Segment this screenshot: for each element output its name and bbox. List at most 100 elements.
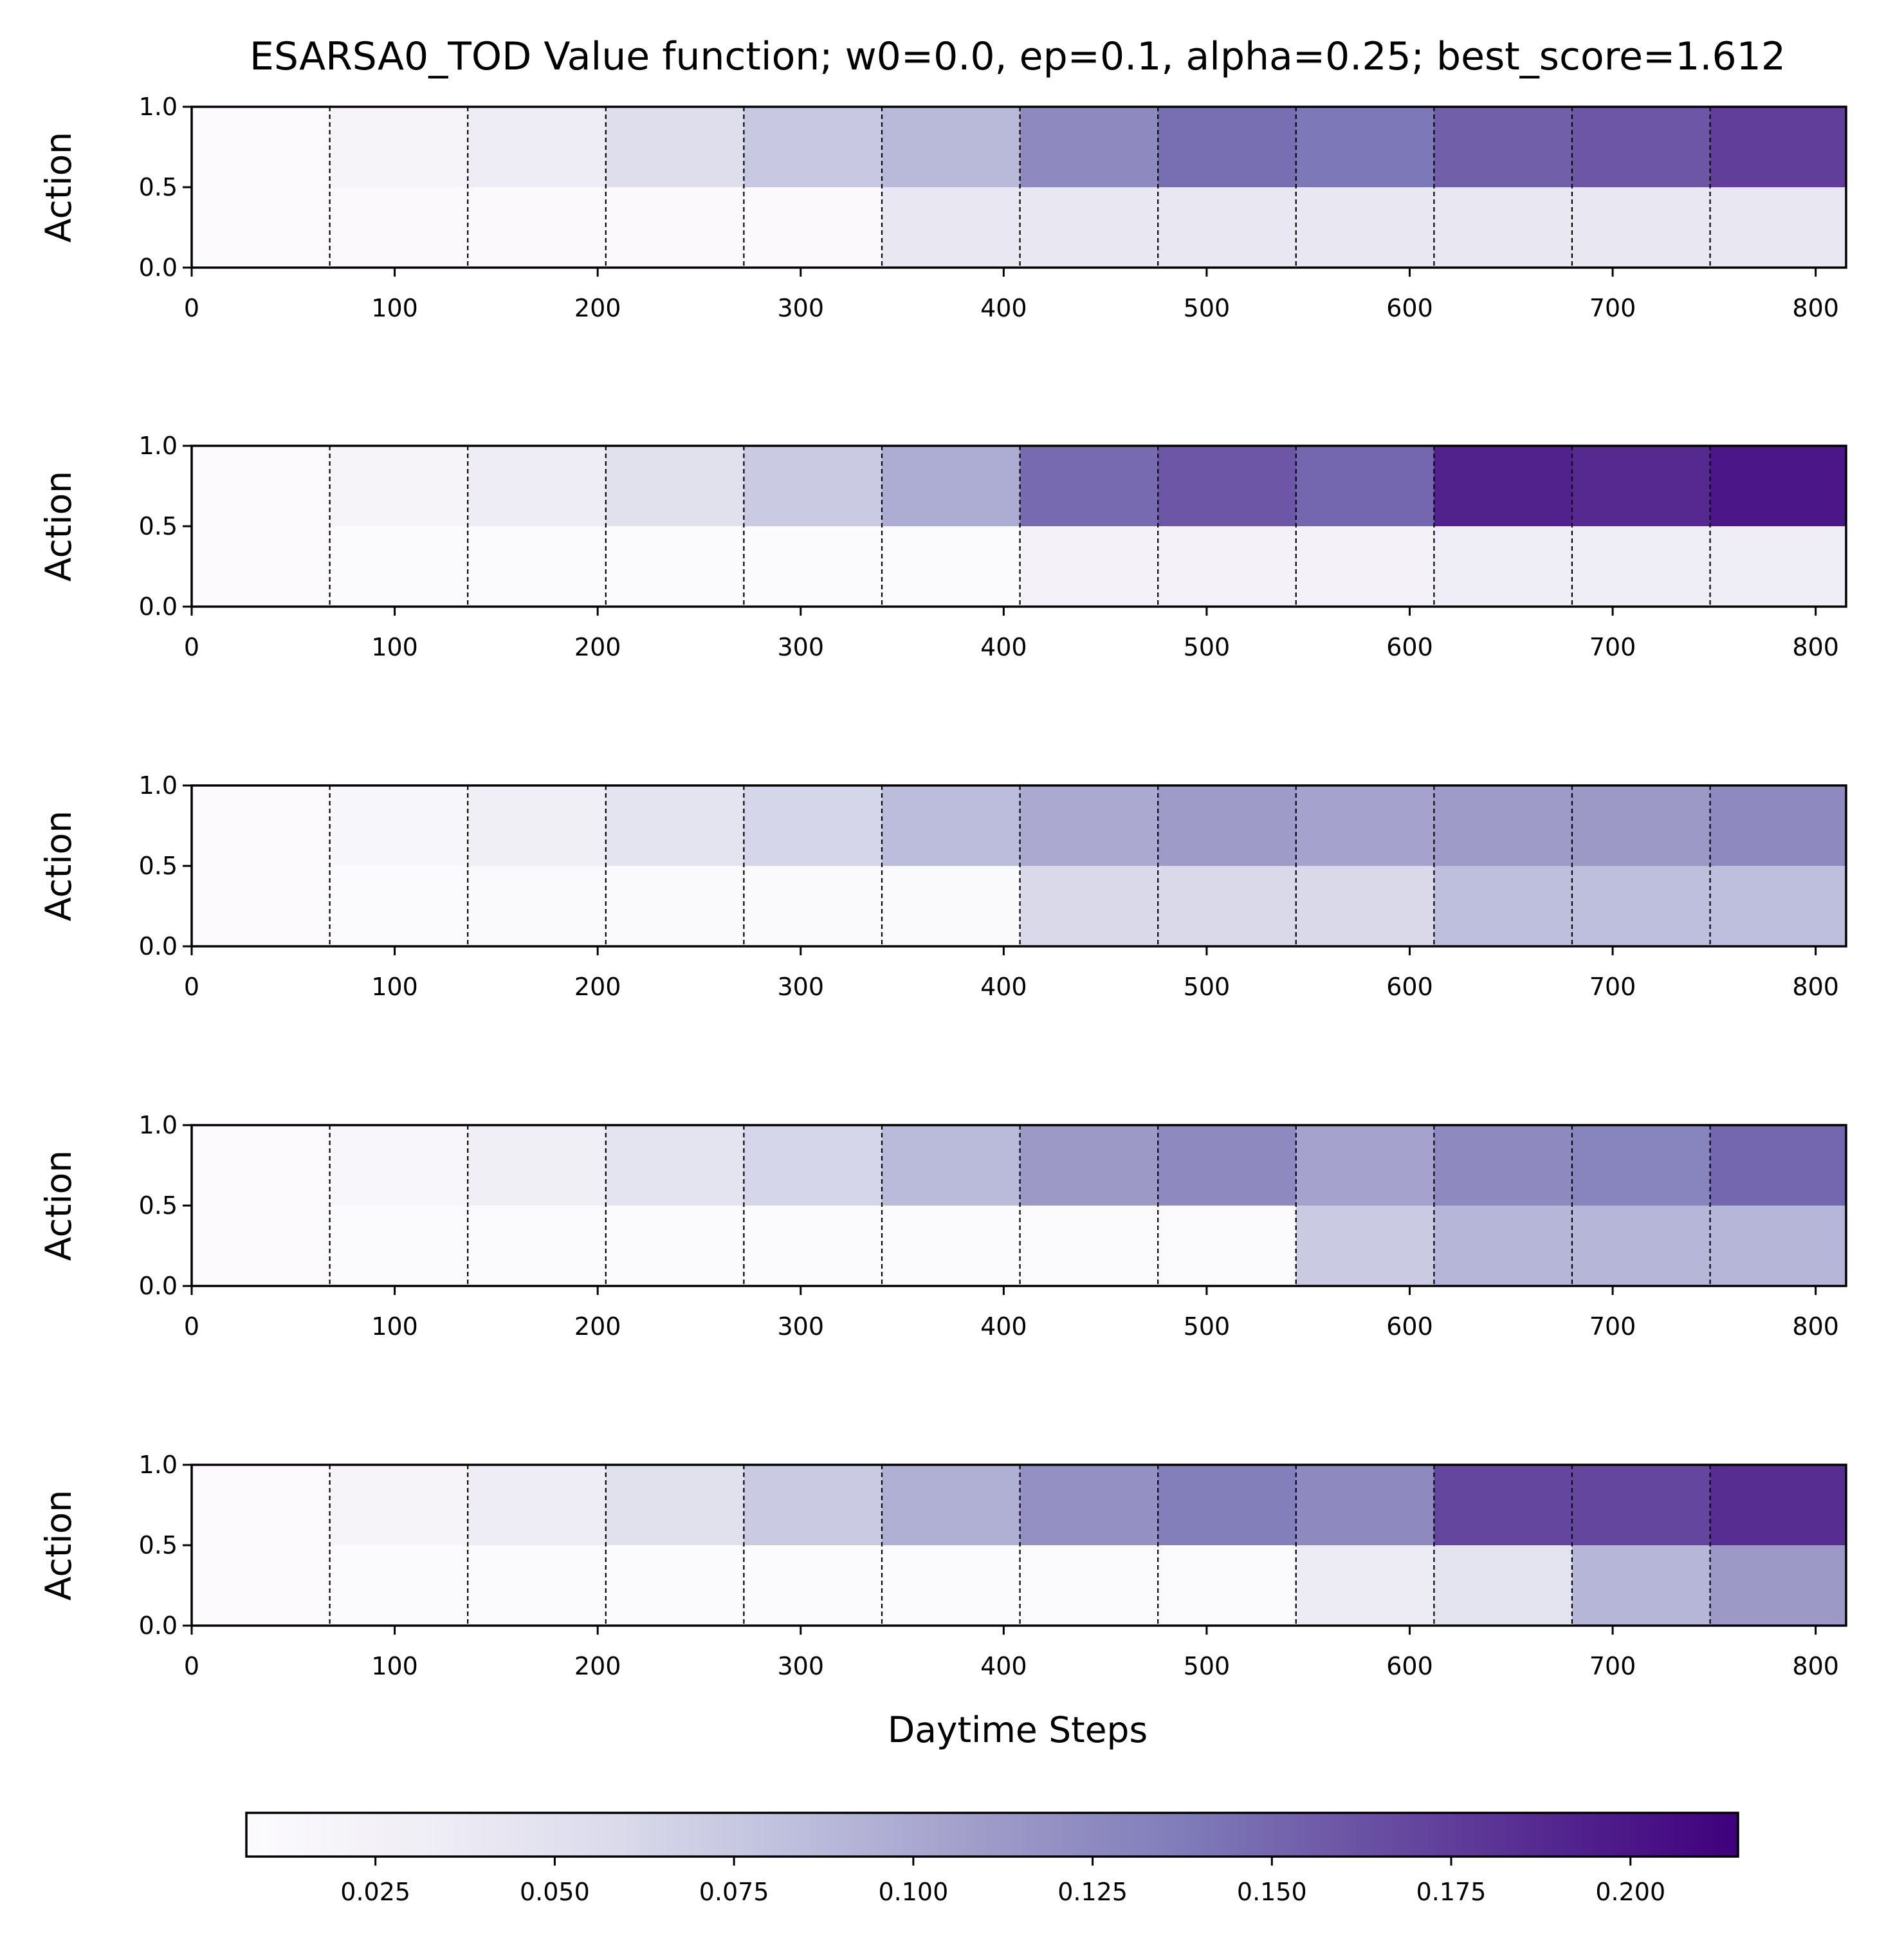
heatmap-cell [1710, 1545, 1847, 1626]
heatmap-cell [468, 1206, 607, 1286]
colorbar-tick-label: 0.050 [520, 1878, 590, 1906]
heatmap-panel-4: 0.0 0.5 1.0 0 100 200 300 400 500 600 700 800 Action [38, 1111, 1847, 1341]
heatmap-cell [1158, 526, 1297, 607]
heatmap-cell [1434, 785, 1573, 867]
y-tick-label: 0.5 [139, 1531, 178, 1559]
heatmap-cell [468, 1465, 607, 1546]
heatmap-cell [1571, 446, 1711, 527]
x-tick-label: 0 [184, 294, 199, 322]
heatmap-cell [1434, 1465, 1573, 1546]
heatmap-cell [468, 785, 607, 867]
heatmap-cell [1571, 107, 1711, 188]
heatmap-cell [192, 446, 331, 527]
x-tick-label: 0 [184, 1312, 199, 1341]
colorbar-tick-label: 0.025 [340, 1878, 410, 1906]
x-tick-label: 300 [777, 973, 824, 1001]
heatmap-cell [605, 1125, 744, 1206]
x-tick-label: 300 [777, 1652, 824, 1680]
x-tick-label: 800 [1792, 973, 1839, 1001]
x-tick-label: 200 [574, 973, 621, 1001]
heatmap-cell [744, 1206, 883, 1286]
x-tick-label: 800 [1792, 294, 1839, 322]
x-tick-label: 400 [980, 1652, 1027, 1680]
heatmap-cell [192, 526, 331, 607]
heatmap-cell [605, 785, 744, 867]
x-tick-label: 500 [1184, 973, 1231, 1001]
heatmap-cell [1571, 866, 1711, 946]
x-tick-label: 600 [1386, 973, 1433, 1001]
x-tick-label: 0 [184, 1652, 199, 1680]
heatmap-cell [1571, 1125, 1711, 1206]
heatmap-panel-1: 0.0 0.5 1.0 0 100 200 300 400 500 600 700 800 Action [38, 93, 1847, 322]
heatmap-panel-3: 0.0 0.5 1.0 0 100 200 300 400 500 600 700 800 Action [38, 771, 1847, 1001]
heatmap-cell [1020, 866, 1158, 946]
x-tick-label: 600 [1386, 1312, 1433, 1341]
heatmap-cell [468, 187, 607, 268]
heatmap-cell [1020, 1545, 1158, 1626]
heatmap-cell [1295, 1206, 1434, 1286]
x-tick-label: 700 [1589, 294, 1636, 322]
chart-title: ESARSA0_TOD Value function; w0=0.0, ep=0… [250, 34, 1786, 79]
heatmap-panels: 0.0 0.5 1.0 0 100 200 300 400 500 600 700 800 Action… [38, 93, 1847, 1680]
heatmap-cell [192, 107, 331, 188]
heatmap-cell [744, 1465, 883, 1546]
x-tick-label: 600 [1386, 633, 1433, 661]
heatmap-cell [1710, 785, 1847, 867]
heatmap-cell [1295, 1545, 1434, 1626]
y-tick-label: 1.0 [139, 1111, 178, 1139]
x-tick-label: 400 [980, 633, 1027, 661]
heatmap-cell [192, 1206, 331, 1286]
heatmap-cell [1158, 1465, 1297, 1546]
heatmap-cell [605, 1206, 744, 1286]
x-tick-label: 100 [371, 1652, 418, 1680]
x-tick-label: 700 [1589, 1652, 1636, 1680]
heatmap-cell [1434, 1125, 1573, 1206]
heatmap-cell [1295, 526, 1434, 607]
heatmap-cell [1020, 1465, 1158, 1546]
x-tick-label: 100 [371, 973, 418, 1001]
heatmap-cell [1295, 107, 1434, 188]
y-axis-title: Action [38, 811, 79, 921]
y-tick-label: 1.0 [139, 771, 178, 800]
heatmap-cell [744, 1125, 883, 1206]
heatmap-cell [881, 187, 1021, 268]
heatmap-cell [605, 1545, 744, 1626]
heatmap-cell [1710, 107, 1847, 188]
heatmap-cell [1295, 785, 1434, 867]
x-tick-label: 700 [1589, 1312, 1636, 1341]
x-tick-label: 300 [777, 1312, 824, 1341]
x-tick-label: 100 [371, 1312, 418, 1341]
x-tick-label: 500 [1184, 1312, 1231, 1341]
heatmap-cell [1571, 785, 1711, 867]
colorbar-frame [245, 1812, 1739, 1858]
heatmap-cell [605, 526, 744, 607]
colorbar-tick-label: 0.175 [1416, 1878, 1487, 1906]
heatmap-cell [468, 866, 607, 946]
heatmap-cell [1295, 866, 1434, 946]
heatmap-cell [881, 1545, 1021, 1626]
heatmap-cell [1158, 107, 1297, 188]
heatmap-cell [329, 446, 468, 527]
heatmap-cell [1295, 1465, 1434, 1546]
x-tick-label: 800 [1792, 1312, 1839, 1341]
heatmap-cell [1020, 1125, 1158, 1206]
y-tick-label: 0.0 [139, 1611, 178, 1640]
x-tick-label: 200 [574, 1652, 621, 1680]
colorbar-tick-label: 0.125 [1057, 1878, 1128, 1906]
x-tick-label: 200 [574, 294, 621, 322]
x-tick-label: 100 [371, 633, 418, 661]
y-axis-title: Action [38, 471, 79, 582]
colorbar-gradient [246, 1813, 1738, 1857]
heatmap-cell [605, 187, 744, 268]
y-tick-label: 0.0 [139, 253, 178, 282]
heatmap-cell [744, 866, 883, 946]
heatmap-cell [605, 107, 744, 188]
x-tick-label: 0 [184, 633, 199, 661]
colorbar-tick-label: 0.150 [1237, 1878, 1307, 1906]
heatmap-cell [881, 866, 1021, 946]
x-tick-label: 700 [1589, 973, 1636, 1001]
heatmap-cell [329, 785, 468, 867]
x-tick-label: 400 [980, 1312, 1027, 1341]
heatmap-cell [1571, 1545, 1711, 1626]
heatmap-cell [1434, 526, 1573, 607]
